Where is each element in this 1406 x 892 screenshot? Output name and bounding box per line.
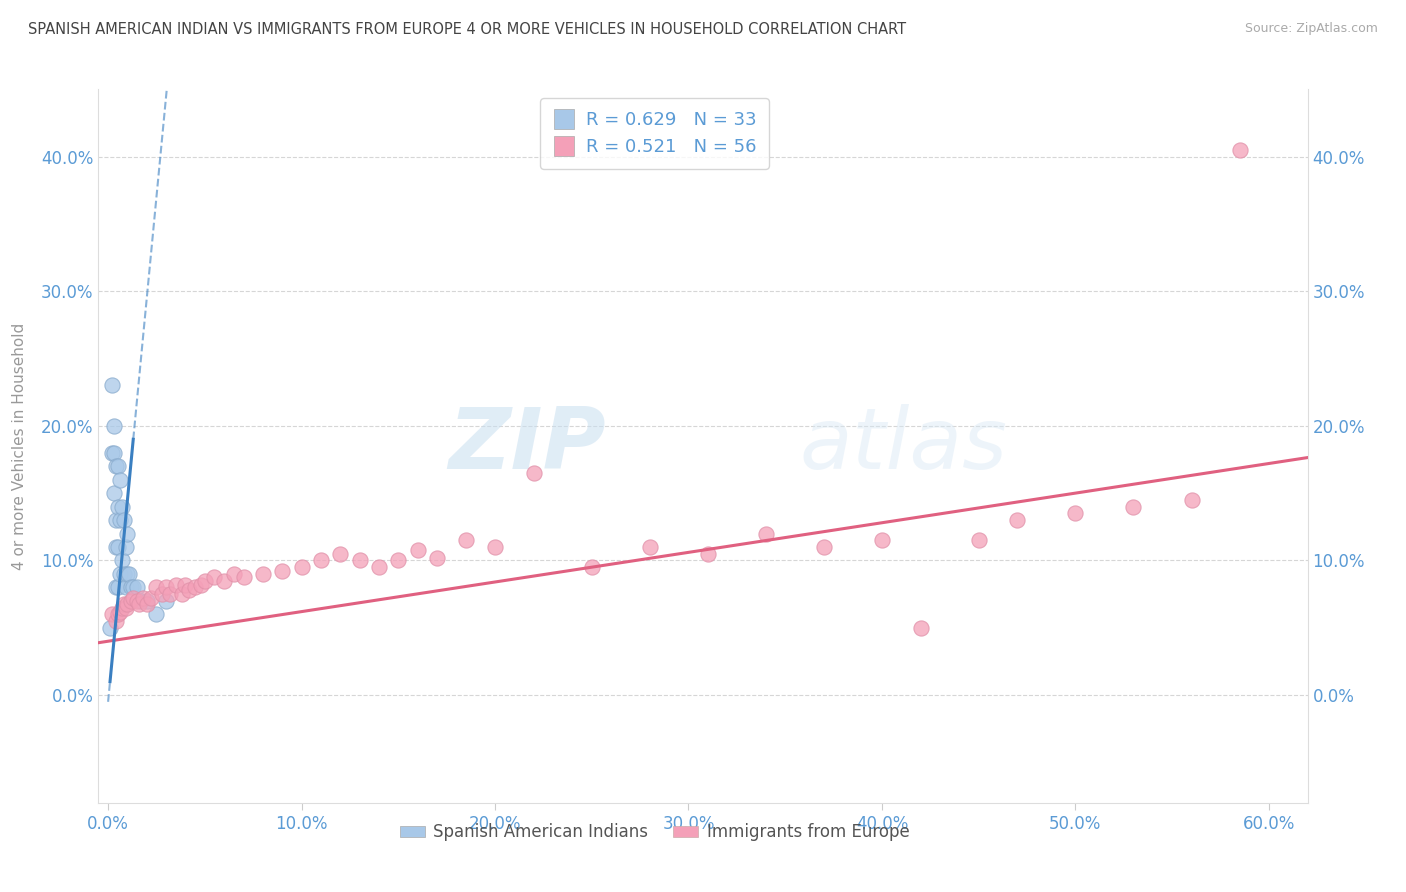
Point (967, 533, 990, 548)
Point (696, 547, 718, 561)
Point (117, 597, 139, 611)
Point (755, 526, 778, 541)
Point (112, 597, 135, 611)
Point (117, 566, 139, 581)
Point (179, 583, 201, 598)
Point (108, 513, 131, 527)
Point (159, 587, 181, 601)
Point (349, 553, 371, 567)
Point (194, 574, 217, 588)
Point (426, 550, 449, 565)
Point (104, 513, 127, 527)
Point (135, 597, 157, 611)
Point (128, 597, 150, 611)
Text: Source: ZipAtlas.com: Source: ZipAtlas.com (1244, 22, 1378, 36)
Point (107, 607, 129, 622)
Point (454, 533, 477, 548)
Point (813, 540, 835, 554)
Point (114, 540, 136, 554)
Point (111, 553, 134, 567)
Point (329, 547, 352, 561)
Point (581, 560, 603, 574)
Point (117, 526, 139, 541)
Point (190, 577, 212, 591)
Point (112, 566, 135, 581)
Point (155, 594, 177, 608)
Y-axis label: 4 or more Vehicles in Household: 4 or more Vehicles in Household (13, 322, 27, 570)
Point (222, 566, 245, 581)
Point (98, 621, 121, 635)
Point (290, 560, 312, 574)
Point (107, 500, 129, 514)
Point (1122, 500, 1144, 514)
Point (104, 580, 127, 594)
Point (184, 580, 207, 594)
Point (122, 580, 145, 594)
Point (135, 594, 157, 608)
Point (484, 540, 506, 554)
Point (112, 513, 135, 527)
Point (108, 566, 131, 581)
Point (523, 466, 546, 480)
Text: ZIP: ZIP (449, 404, 606, 488)
Point (232, 569, 254, 583)
Point (271, 564, 294, 578)
Point (129, 594, 152, 608)
Point (111, 600, 134, 615)
Point (155, 580, 177, 594)
Point (252, 566, 274, 581)
Legend: Spanish American Indians, Immigrants from Europe: Spanish American Indians, Immigrants fro… (394, 817, 915, 848)
Point (212, 574, 235, 588)
Point (204, 569, 226, 583)
Point (150, 587, 173, 601)
Point (111, 500, 134, 514)
Point (101, 446, 124, 460)
Point (368, 560, 391, 574)
Point (103, 418, 125, 433)
Point (107, 540, 129, 554)
Point (387, 553, 409, 567)
Point (309, 553, 332, 567)
Point (118, 566, 141, 581)
Point (120, 580, 142, 594)
Point (101, 378, 124, 392)
Point (120, 594, 142, 608)
Point (406, 542, 429, 557)
Point (145, 607, 167, 622)
Text: atlas: atlas (800, 404, 1008, 488)
Point (114, 600, 136, 615)
Point (104, 614, 127, 628)
Text: SPANISH AMERICAN INDIAN VS IMMIGRANTS FROM EUROPE 4 OR MORE VEHICLES IN HOUSEHOL: SPANISH AMERICAN INDIAN VS IMMIGRANTS FR… (28, 22, 907, 37)
Point (170, 587, 193, 601)
Point (108, 605, 131, 619)
Point (1007, 513, 1029, 527)
Point (870, 533, 893, 548)
Point (122, 591, 145, 606)
Point (1229, 143, 1251, 157)
Point (638, 540, 661, 554)
Point (104, 540, 127, 554)
Point (103, 446, 125, 460)
Point (1180, 492, 1202, 507)
Point (174, 577, 197, 591)
Point (101, 607, 124, 622)
Point (127, 580, 149, 594)
Point (132, 591, 155, 606)
Point (127, 594, 149, 608)
Point (107, 459, 129, 474)
Point (114, 580, 136, 594)
Point (107, 580, 129, 594)
Point (910, 621, 932, 635)
Point (139, 591, 162, 606)
Point (165, 577, 187, 591)
Point (108, 473, 131, 487)
Point (103, 486, 125, 500)
Point (1064, 506, 1087, 520)
Point (145, 580, 167, 594)
Point (104, 459, 127, 474)
